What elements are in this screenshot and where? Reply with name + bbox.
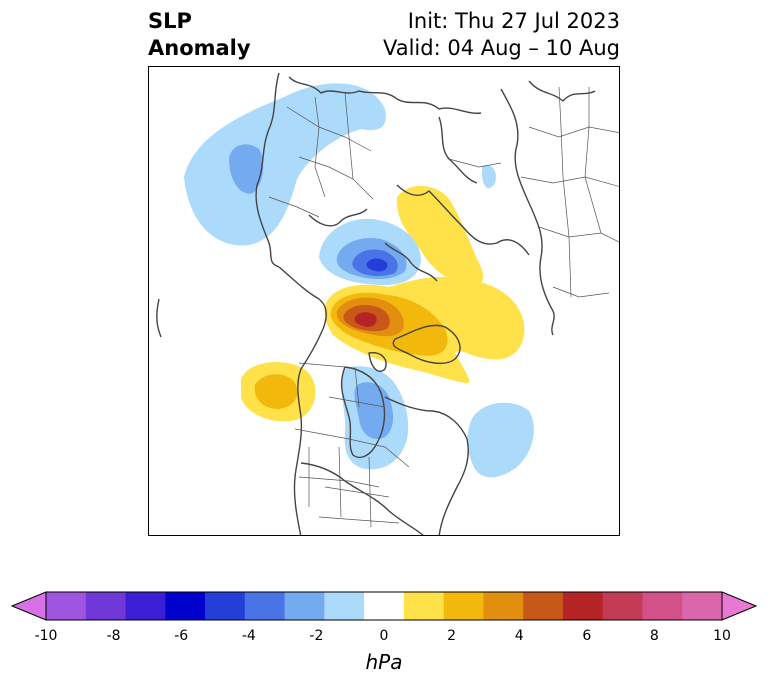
- positive-anomaly-pacific-core: [254, 374, 298, 409]
- colorbar-segment: [443, 592, 484, 620]
- negative-anomaly-russia-small: [481, 164, 496, 189]
- colorbar-segment: [284, 592, 325, 620]
- political-borders: [268, 86, 619, 528]
- anomaly-map: [156, 72, 619, 535]
- forecast-dates: Init: Thu 27 Jul 2023 Valid: 04 Aug – 10…: [383, 8, 620, 62]
- colorbar-segment: [403, 592, 445, 620]
- colorbar: [10, 591, 758, 621]
- colorbar-tick-label: 8: [649, 628, 659, 644]
- valid-date: Valid: 04 Aug – 10 Aug: [382, 36, 620, 60]
- colorbar-tick-label: 4: [514, 628, 524, 644]
- colorbar-outline: [45, 591, 723, 621]
- colorbar-segment: [165, 592, 206, 620]
- colorbar-tick-label: 2: [447, 628, 457, 644]
- colorbar-segment: [46, 592, 87, 620]
- negative-anomaly-atlantic: [467, 402, 534, 478]
- colorbar-extend-max: [721, 591, 758, 621]
- colorbar-segment: [205, 592, 246, 620]
- colorbar-tick-label: -2: [309, 628, 324, 644]
- colorbar-tick-label: -6: [174, 628, 189, 644]
- colorbar-tick-label: 10: [713, 628, 731, 644]
- negative-anomaly-pacific-core: [229, 144, 264, 194]
- negative-anomaly-arctic-core: [366, 258, 388, 272]
- map-title: SLP Anomaly: [148, 8, 251, 62]
- colorbar-tick-label: 0: [379, 628, 389, 644]
- map-panel: [148, 66, 620, 536]
- title-line-slp: SLP: [148, 9, 192, 33]
- positive-anomaly-siberia: [396, 185, 484, 289]
- colorbar-segment: [642, 592, 683, 620]
- colorbar-tick-label: -8: [106, 628, 121, 644]
- colorbar-segment: [562, 592, 604, 620]
- negative-anomaly-pacific: [184, 83, 386, 246]
- colorbar-segment: [244, 592, 286, 620]
- colorbar-segment: [85, 592, 127, 620]
- colorbar-tick-label: -4: [241, 628, 256, 644]
- colorbar-segment: [125, 592, 166, 620]
- colorbar-segment: [324, 592, 365, 620]
- colorbar-tick-label: -10: [34, 628, 58, 644]
- colorbar-segment: [483, 592, 524, 620]
- colorbar-tick-label: 6: [582, 628, 592, 644]
- init-date: Init: Thu 27 Jul 2023: [407, 9, 620, 33]
- colorbar-extend-min: [10, 591, 47, 621]
- coastlines: [156, 72, 596, 535]
- colorbar-unit-label: hPa: [365, 650, 403, 674]
- colorbar-segment: [364, 592, 405, 620]
- title-line-anomaly: Anomaly: [148, 36, 251, 60]
- colorbar-segment: [523, 592, 564, 620]
- colorbar-segment: [602, 592, 643, 620]
- colorbar-segment: [682, 592, 723, 620]
- positive-anomaly-greenland-core: [354, 312, 377, 327]
